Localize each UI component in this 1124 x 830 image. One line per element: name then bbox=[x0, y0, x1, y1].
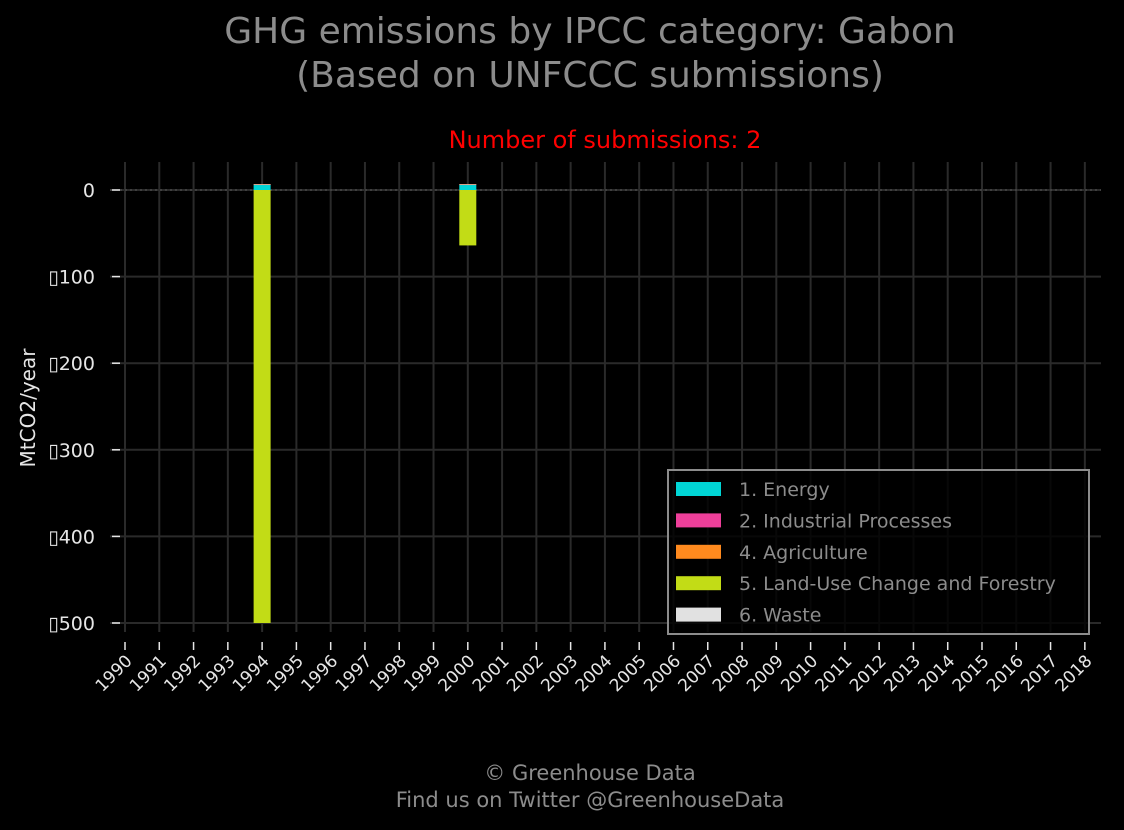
x-tick-label: 2005 bbox=[606, 651, 651, 696]
y-tick-label: ▯200 bbox=[48, 353, 95, 375]
y-tick-label: ▯400 bbox=[48, 526, 95, 548]
y-tick-label: 0 bbox=[83, 180, 95, 202]
x-tick-label: 1995 bbox=[263, 651, 308, 696]
x-tick-label: 2009 bbox=[743, 651, 788, 696]
legend-box bbox=[667, 469, 1090, 635]
x-tick-label: 2003 bbox=[537, 651, 582, 696]
x-tick-label: 1992 bbox=[160, 651, 205, 696]
legend-swatch bbox=[676, 482, 721, 496]
x-tick-label: 2016 bbox=[983, 651, 1028, 696]
x-tick-label: 1998 bbox=[366, 651, 411, 696]
y-tick-label: ▯300 bbox=[48, 440, 95, 462]
legend-label: 5. Land-Use Change and Forestry bbox=[739, 573, 1056, 595]
chart-subtitle: Number of submissions: 2 bbox=[449, 126, 762, 154]
x-tick-label: 1999 bbox=[400, 651, 445, 696]
chart-title: GHG emissions by IPCC category: Gabon (B… bbox=[0, 10, 1124, 98]
x-tick-label: 2010 bbox=[777, 651, 822, 696]
legend-swatch bbox=[676, 607, 721, 622]
y-tick-label: ▯500 bbox=[48, 613, 95, 635]
x-tick-label: 2014 bbox=[915, 651, 960, 696]
y-axis-label: MtCO2/year bbox=[16, 348, 40, 468]
x-tick-label: 1994 bbox=[229, 651, 274, 696]
footer: © Greenhouse Data Find us on Twitter @Gr… bbox=[0, 760, 1124, 814]
x-tick-label: 2004 bbox=[572, 651, 617, 696]
bar-segment bbox=[253, 190, 271, 623]
x-tick-label: 2017 bbox=[1017, 651, 1062, 696]
legend-label: 1. Energy bbox=[739, 479, 830, 501]
footer-twitter: Find us on Twitter @GreenhouseData bbox=[395, 788, 785, 812]
x-tick-label: 1997 bbox=[332, 651, 377, 696]
legend-label: 2. Industrial Processes bbox=[739, 510, 952, 532]
legend-swatch bbox=[676, 544, 721, 559]
bar-segment bbox=[459, 184, 477, 185]
x-tick-label: 2012 bbox=[846, 651, 891, 696]
legend-swatch bbox=[676, 576, 721, 591]
chart-title-line-2: (Based on UNFCCC submissions) bbox=[296, 55, 884, 96]
footer-copyright: © Greenhouse Data bbox=[484, 761, 696, 785]
bar-segment bbox=[459, 184, 477, 190]
bars bbox=[253, 184, 477, 623]
legend: 1. Energy 2. Industrial Processes 4. Agric… bbox=[667, 469, 1090, 635]
x-tick-label: 2002 bbox=[503, 651, 548, 696]
x-tick-label: 2000 bbox=[435, 651, 480, 696]
bar-segment bbox=[253, 184, 271, 185]
x-tick-label: 1993 bbox=[195, 651, 240, 696]
legend-label: 6. Waste bbox=[739, 605, 821, 627]
x-tick-label: 2011 bbox=[812, 651, 857, 696]
x-tick-label: 2015 bbox=[949, 651, 994, 696]
x-tick-label: 1990 bbox=[92, 651, 137, 696]
bar-segment bbox=[253, 184, 271, 185]
x-tick-label: 1996 bbox=[297, 651, 342, 696]
bar-segment bbox=[253, 184, 271, 190]
legend-swatch bbox=[676, 513, 721, 528]
x-tick-label: 2001 bbox=[469, 651, 514, 696]
x-tick-label: 2008 bbox=[709, 651, 754, 696]
legend-label: 4. Agriculture bbox=[739, 542, 868, 564]
bar-segment bbox=[459, 190, 477, 246]
x-tick-label: 2006 bbox=[640, 651, 685, 696]
y-tick-label: ▯100 bbox=[48, 267, 95, 289]
x-tick-label: 2013 bbox=[880, 651, 925, 696]
x-tick-label: 1991 bbox=[126, 651, 171, 696]
x-tick-label: 2007 bbox=[675, 651, 720, 696]
bar-segment bbox=[459, 184, 477, 185]
x-tick-label: 2018 bbox=[1052, 651, 1097, 696]
chart-title-line-1: GHG emissions by IPCC category: Gabon bbox=[224, 11, 956, 52]
